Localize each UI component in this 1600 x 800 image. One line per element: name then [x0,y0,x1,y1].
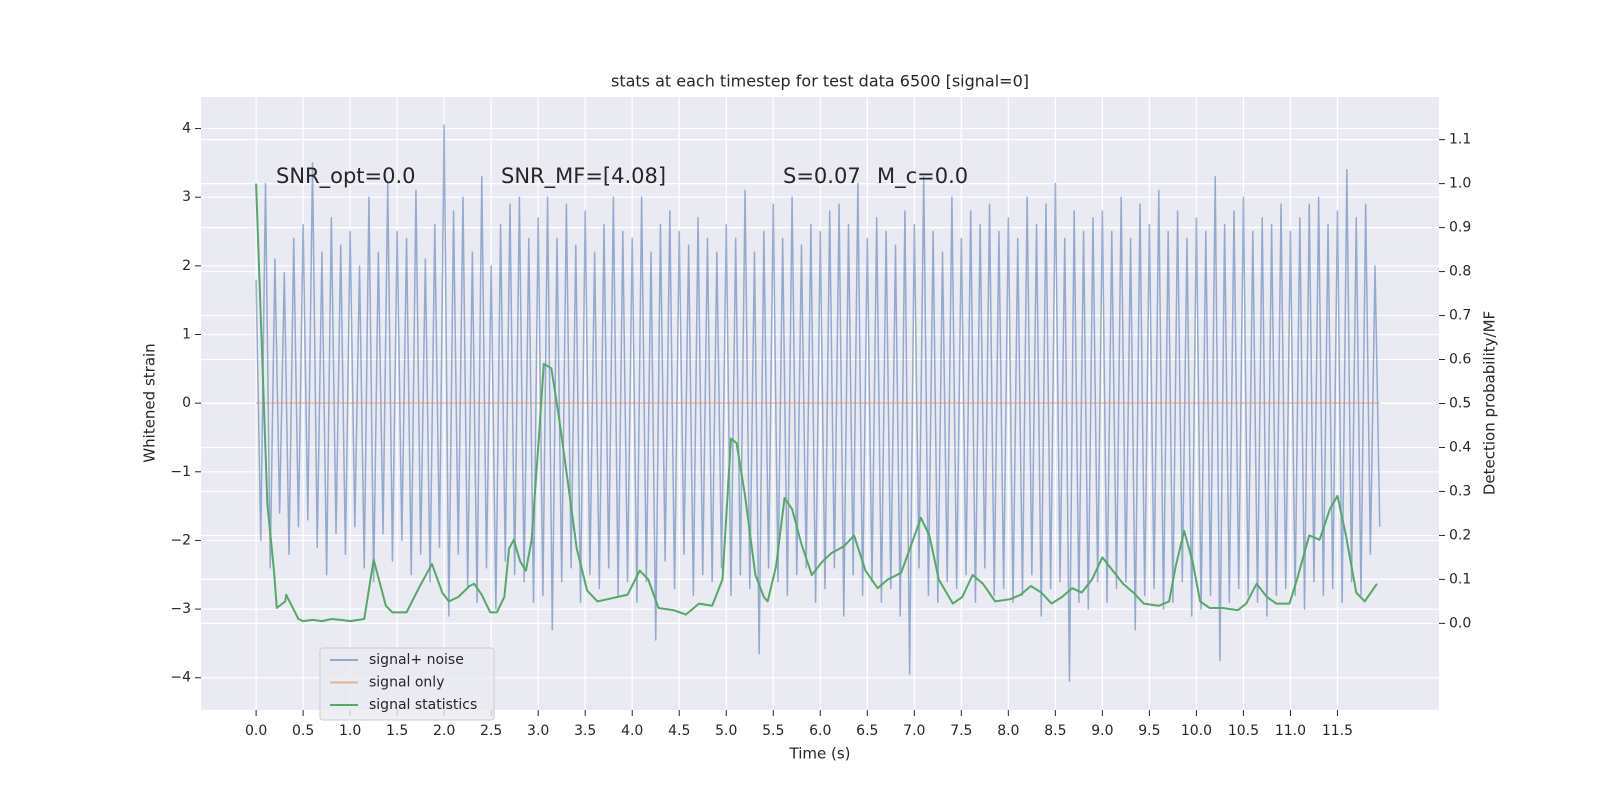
y-tick-label: 3 [182,189,191,205]
series-line [255,183,1378,623]
x-tick-label: 1.0 [339,723,361,739]
x-tick-label: 4.5 [668,723,690,739]
x-tick-label: 8.5 [1044,723,1066,739]
annotation: SNR_opt=0.0 [276,164,416,189]
y2-axis-label: Detection probability/MF [1481,311,1499,495]
y2-tick-label: 0.8 [1449,264,1471,280]
y-tick-label: −2 [170,532,191,548]
y2-tick-label: 0.9 [1449,220,1471,236]
y2-tick-label: 1.1 [1449,132,1471,148]
x-tick-label: 5.5 [762,723,784,739]
legend-label: signal+ noise [369,652,464,668]
x-tick-label: 4.0 [621,723,643,739]
x-tick-label: 9.5 [1138,723,1160,739]
y2-tick-label: 0.1 [1449,571,1471,587]
plot-lines [255,124,1381,682]
legend-box [319,647,495,721]
y-tick-label: −3 [170,601,191,617]
y2-tick-label: 0.4 [1449,439,1471,455]
legend: signal+ noise signal only signal statistic… [319,647,495,721]
x-tick-label: 2.5 [480,723,502,739]
y2-tick-label: 0.5 [1449,396,1471,412]
x-tick-label: 0.0 [245,723,267,739]
y2-tick-label: 1.0 [1449,176,1471,192]
y-tick-label: 2 [182,258,191,274]
y-tick-label: 0 [182,395,191,411]
x-tick-label: 7.0 [903,723,925,739]
y-axis-label: Whitened strain [141,343,159,462]
series-line [255,124,1381,682]
legend-label: signal statistics [369,697,477,713]
annotation: SNR_MF=[4.08] [501,164,666,189]
x-tick-label: 8.0 [997,723,1019,739]
y2-tick-label: 0.6 [1449,352,1471,368]
y-tick-label: −4 [170,670,191,686]
x-tick-label: 6.0 [809,723,831,739]
x-tick-label: 6.5 [856,723,878,739]
y2-tick-label: 0.3 [1449,483,1471,499]
chart-title: stats at each timestep for test data 650… [611,72,1029,91]
legend-label: signal only [369,675,444,691]
x-tick-label: 1.5 [386,723,408,739]
x-tick-label: 11.5 [1322,723,1353,739]
annotation: M_c=0.0 [877,164,968,189]
x-tick-label: 9.0 [1091,723,1113,739]
x-tick-label: 10.5 [1228,723,1259,739]
annotation: S=0.07 [783,164,861,188]
y-tick-label: −1 [170,464,191,480]
x-tick-label: 3.5 [574,723,596,739]
x-tick-label: 11.0 [1275,723,1306,739]
y-tick-label: 4 [182,121,191,137]
y2-tick-label: 0.0 [1449,615,1471,631]
x-tick-label: 2.0 [433,723,455,739]
y2-tick-label: 0.7 [1449,308,1471,324]
x-axis-label: Time (s) [789,745,851,763]
x-tick-label: 7.5 [950,723,972,739]
y-tick-label: 1 [182,327,191,343]
x-tick-label: 0.5 [292,723,314,739]
x-tick-label: 10.0 [1181,723,1212,739]
x-tick-label: 3.0 [527,723,549,739]
x-tick-label: 5.0 [715,723,737,739]
y2-tick-label: 0.2 [1449,527,1471,543]
